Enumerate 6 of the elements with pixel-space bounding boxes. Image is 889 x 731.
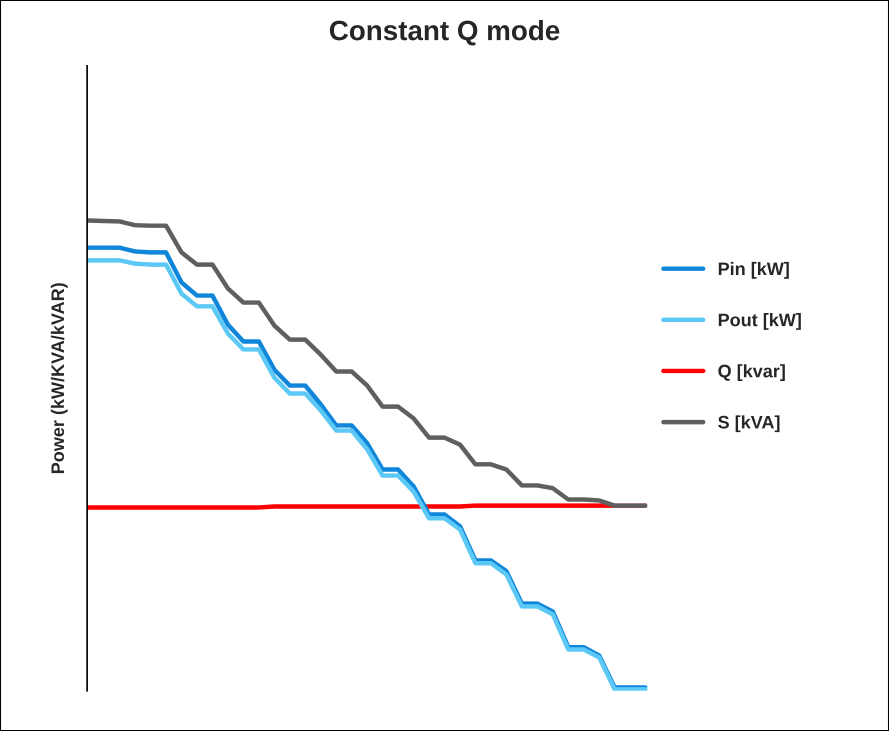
legend-label: Pout [kW] <box>718 313 801 330</box>
legend-label: S [kVA] <box>718 415 780 432</box>
legend-label: Q [kvar] <box>718 364 785 382</box>
chart-title: Constant Q mode <box>330 20 560 46</box>
legend-label: Pin [kW] <box>718 262 789 279</box>
y-axis-title: Power (kW/KVA/kVAR) <box>50 283 68 474</box>
